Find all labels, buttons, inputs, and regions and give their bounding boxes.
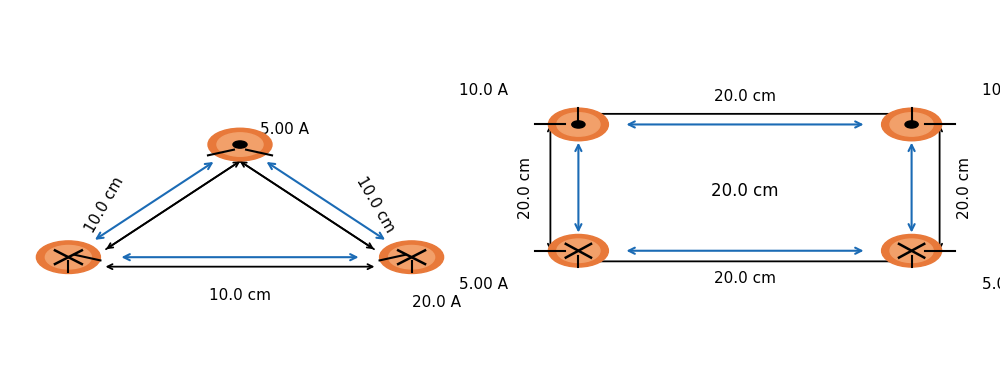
Text: 5.00 A: 5.00 A <box>982 277 1000 292</box>
Ellipse shape <box>233 141 247 148</box>
Ellipse shape <box>557 113 600 136</box>
Ellipse shape <box>905 121 918 128</box>
Ellipse shape <box>882 235 942 267</box>
Ellipse shape <box>389 246 435 269</box>
Ellipse shape <box>208 128 272 161</box>
Text: 5.00 A: 5.00 A <box>260 122 309 137</box>
Text: 20.0 A: 20.0 A <box>412 295 461 310</box>
Text: 20.0 cm: 20.0 cm <box>711 182 779 200</box>
Text: 20.0 cm: 20.0 cm <box>518 157 533 219</box>
Ellipse shape <box>380 241 444 274</box>
Text: 10.0 A: 10.0 A <box>459 83 508 98</box>
Ellipse shape <box>572 121 585 128</box>
Ellipse shape <box>890 113 933 136</box>
Ellipse shape <box>882 108 942 141</box>
Text: 5.00 A: 5.00 A <box>459 277 508 292</box>
Text: 20.0 cm: 20.0 cm <box>714 271 776 286</box>
Text: 20.0 cm: 20.0 cm <box>714 89 776 104</box>
Ellipse shape <box>557 239 600 263</box>
Ellipse shape <box>45 246 91 269</box>
Text: 10.0 A: 10.0 A <box>982 83 1000 98</box>
Ellipse shape <box>548 108 608 141</box>
Ellipse shape <box>890 239 933 263</box>
Ellipse shape <box>217 133 263 156</box>
Ellipse shape <box>548 235 608 267</box>
Text: 10.0 cm: 10.0 cm <box>82 174 126 235</box>
Ellipse shape <box>36 241 100 274</box>
Text: 10.0 cm: 10.0 cm <box>209 288 271 302</box>
Text: 20.0 cm: 20.0 cm <box>957 157 972 219</box>
Text: 10.0 cm: 10.0 cm <box>354 174 398 235</box>
